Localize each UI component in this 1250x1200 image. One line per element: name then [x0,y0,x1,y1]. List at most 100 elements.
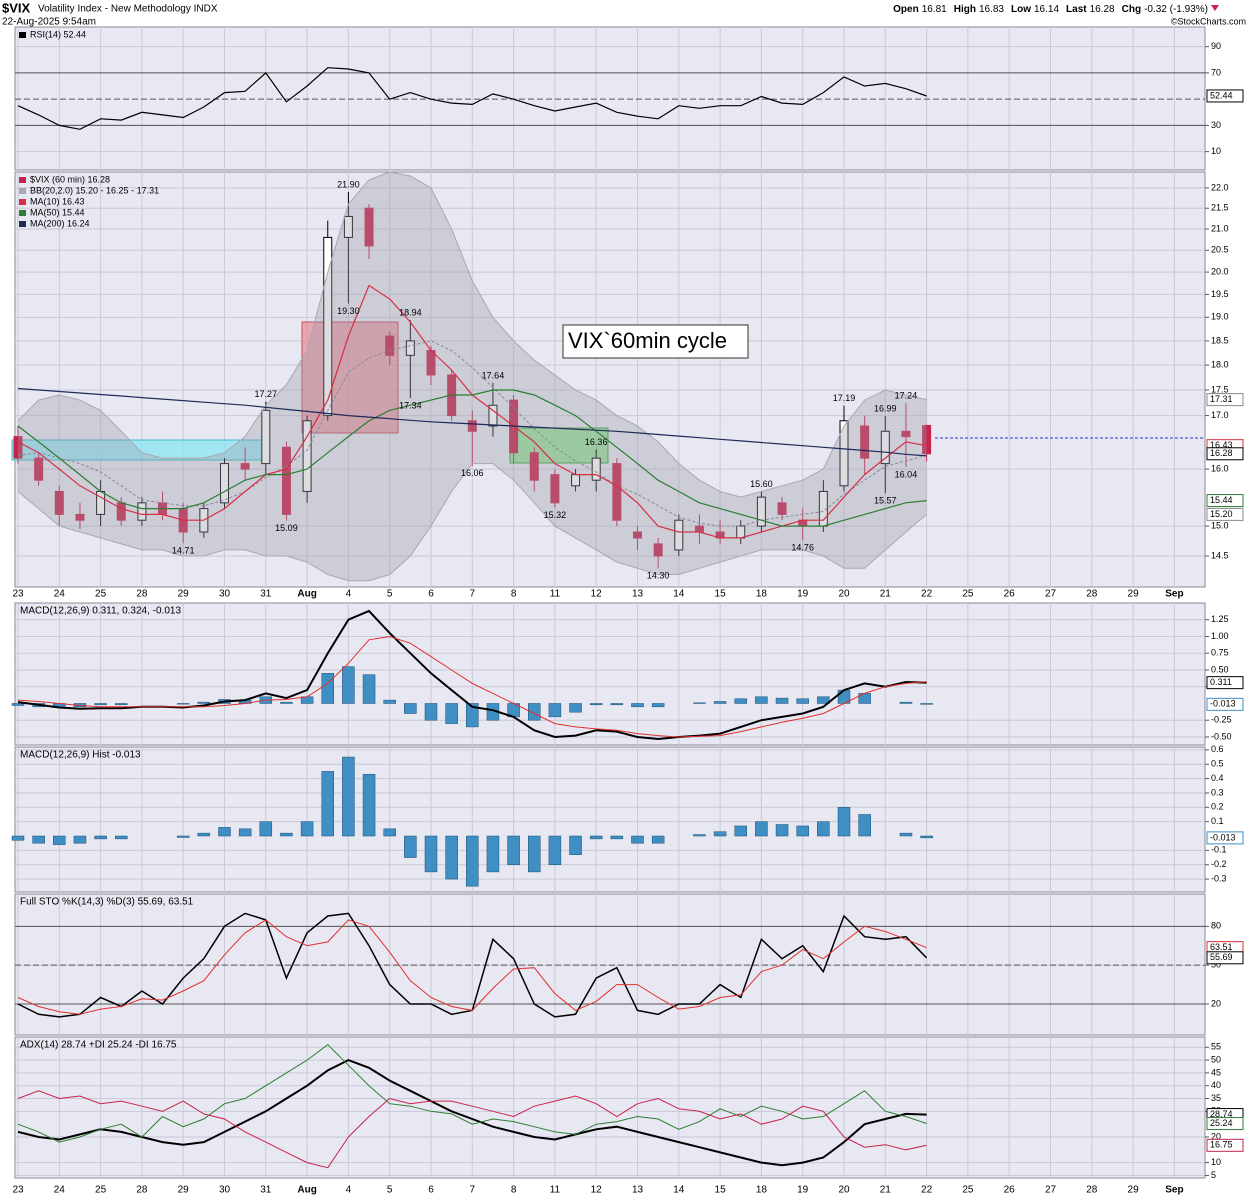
candle-body [612,463,622,521]
histogram-bar [94,703,107,706]
histogram-bar [197,832,211,837]
x-tick-label: Aug [297,1185,316,1196]
quote-value: -0.32 (-1.93%) [1144,4,1208,15]
line-series [17,387,927,457]
credit: ©StockCharts.com [1171,16,1246,26]
histogram-bar [486,835,500,873]
x-tick-label: 28 [136,1185,148,1196]
note-box [562,324,749,359]
line-series [17,389,927,527]
histogram-bar [507,835,520,865]
histogram-bar [734,698,747,704]
y-tick-label: -0.25 [1211,715,1232,725]
legend-marker [19,221,26,227]
legend-label: MA(50) 15.44 [30,207,85,217]
price-annotation: 14.76 [791,543,814,553]
x-tick-label: 28 [1086,1185,1098,1196]
panel-background [14,171,1206,588]
panel-background [14,602,1206,746]
value-tag-label: 63.51 [1210,942,1233,952]
x-tick-label: 8 [511,1185,517,1196]
x-tick-label: 11 [550,1185,561,1196]
x-tick-label: 20 [838,589,850,600]
legend-marker [19,32,26,38]
x-tick-label: 24 [54,589,66,600]
price-annotation: 17.64 [482,370,505,380]
band-fill [18,172,927,581]
x-tick-label: 12 [591,1185,603,1196]
y-tick-label: 0.1 [1211,816,1224,826]
x-tick-label: 27 [1045,589,1057,600]
panel-title: ADX(14) 28.74 +DI 25.24 -DI 16.75 [20,1040,177,1051]
histogram-bar [383,828,396,837]
legend-label: MA(200) 16.24 [30,218,90,228]
price-annotation: 16.04 [895,469,918,479]
quote-label: Last [1066,4,1087,15]
x-tick-label: Aug [297,589,316,600]
candle-body [467,420,477,432]
histogram-bar [404,703,417,714]
candle-body [674,519,684,551]
legend-marker [19,177,26,183]
candle-body [54,490,64,515]
y-tick-label: 90 [1211,41,1221,51]
histogram-bar [589,703,603,706]
x-tick-label: 15 [715,589,727,600]
x-tick-label: 6 [428,589,434,600]
x-tick-label: 14 [673,1185,685,1196]
price-annotation: 14.71 [172,546,195,556]
histogram-bar [817,821,830,837]
histogram-bar [693,834,706,837]
value-tag-label: -0.013 [1210,832,1236,842]
value-tag-label: 15.44 [1210,495,1233,505]
y-tick-label: 20.5 [1211,245,1229,255]
x-tick-label: 6 [428,1185,434,1196]
histogram-bar [73,835,87,844]
quote-value: 16.81 [922,4,947,15]
x-tick-label: 23 [12,589,24,600]
candle-body [901,430,911,438]
histogram-bar [713,701,727,704]
legend-marker [19,199,26,205]
x-tick-label: 31 [260,1185,272,1196]
y-tick-label: 45 [1211,1067,1221,1077]
candle-body [839,420,849,487]
legend-label: MA(10) 16.43 [30,196,85,206]
histogram-bar [445,703,458,724]
panel-title: MACD(12,26,9) 0.311, 0.324, -0.013 [20,606,181,617]
histogram-bar [651,703,665,708]
y-tick-label: 17.0 [1211,410,1229,420]
candle-body [405,340,415,356]
y-tick-label: 20 [1211,1131,1221,1141]
candle-body [922,424,932,455]
value-tag-label: 16.75 [1210,1140,1233,1150]
y-tick-label: 50 [1211,960,1221,970]
y-tick-label: 35 [1211,1093,1221,1103]
histogram-bar [796,825,809,837]
candle-body [756,496,766,527]
histogram-bar [424,835,438,873]
line-series [17,635,927,738]
panel-title: MACD(12,26,9) Hist -0.013 [20,750,141,761]
x-tick-label: 15 [715,1185,727,1196]
line-series [17,1090,927,1169]
candle-body [220,463,229,504]
histogram-bar [775,697,789,704]
x-tick-label: 4 [346,1185,352,1196]
candle-body [860,425,870,459]
histogram-bar [342,756,355,837]
histogram-bar [817,696,830,704]
histogram-bar [176,703,190,705]
histogram-bar [115,703,128,706]
value-tag [1206,507,1244,521]
y-tick-label: 40 [1211,1080,1221,1090]
x-tick-label: 29 [178,589,190,600]
histogram-bar [321,771,334,837]
histogram-bar [548,835,562,865]
line-series [17,1059,927,1167]
y-tick-label: 0.6 [1211,744,1224,754]
candle-body [302,420,312,492]
quote: Open 16.81 High 16.83 Low 16.14 Last 16.28 Chg -0… [893,4,1208,15]
x-tick-label: 30 [219,589,231,600]
legend-marker [19,210,26,216]
